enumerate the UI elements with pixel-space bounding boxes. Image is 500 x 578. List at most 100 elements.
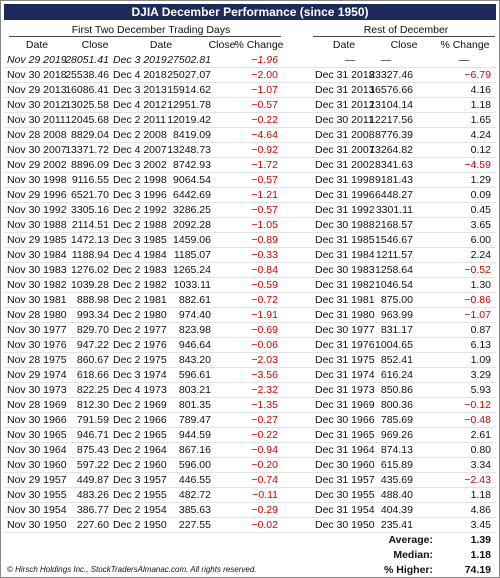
table-cell: −0.48 <box>464 414 491 426</box>
row-separator <box>4 352 496 353</box>
table-cell: Dec 31 1980 <box>315 309 375 321</box>
table-cell: 5.93 <box>470 384 491 396</box>
table-cell: Nov 30 1984 <box>7 249 67 261</box>
table-cell: 803.21 <box>178 384 211 396</box>
row-separator <box>4 517 496 518</box>
table-cell: — <box>458 54 470 66</box>
table-cell: Nov 29 2002 <box>7 159 67 171</box>
table-cell: 9116.55 <box>71 174 109 186</box>
table-cell: 13264.82 <box>369 144 413 156</box>
group-header: First Two December Trading Days <box>71 24 231 36</box>
table-cell: Dec 2 1960 <box>113 459 167 471</box>
row-separator <box>4 277 496 278</box>
table-cell: 449.87 <box>76 474 109 486</box>
table-cell: 6442.69 <box>173 189 211 201</box>
row-separator <box>4 157 496 158</box>
table-cell: −1.07 <box>251 84 278 96</box>
table-cell: 852.41 <box>380 354 413 366</box>
row-separator <box>4 292 496 293</box>
table-cell: 801.35 <box>178 399 211 411</box>
table-cell: 596.61 <box>178 369 211 381</box>
table-cell: Nov 30 1950 <box>7 519 67 531</box>
column-header: % Change <box>440 39 490 51</box>
table-cell: 385.63 <box>178 504 211 516</box>
table-cell: 12045.68 <box>65 114 109 126</box>
table-cell: 946.71 <box>76 429 109 441</box>
table-cell: 3.65 <box>470 219 491 231</box>
table-cell: Nov 30 1981 <box>7 294 67 306</box>
table-cell: Dec 31 1954 <box>315 504 375 516</box>
table-cell: −0.06 <box>251 339 278 351</box>
table-cell: Nov 29 2019 <box>7 54 67 66</box>
title-bar: DJIA December Performance (since 1950) <box>4 4 496 20</box>
table-cell: 596.00 <box>178 459 211 471</box>
table-cell: Dec 31 1974 <box>315 369 375 381</box>
table-cell: Dec 3 1974 <box>113 369 167 381</box>
table-cell: 8896.09 <box>71 159 109 171</box>
table-cell: Dec 31 2012 <box>315 99 375 111</box>
group-header: Rest of December <box>363 24 449 36</box>
table-cell: 4.86 <box>470 504 491 516</box>
table-cell: Dec 3 1985 <box>113 234 167 246</box>
table-cell: 0.45 <box>470 204 491 216</box>
table-cell: 969.26 <box>380 429 413 441</box>
table-cell: 785.69 <box>380 414 413 426</box>
table-cell: Nov 29 1985 <box>7 234 67 246</box>
table-cell: 16086.41 <box>65 84 109 96</box>
table-cell: 616.24 <box>380 369 413 381</box>
table-cell: Nov 30 1965 <box>7 429 67 441</box>
table-cell: 6448.27 <box>375 189 413 201</box>
row-separator <box>4 442 496 443</box>
table-cell: Dec 2 1966 <box>113 414 167 426</box>
table-cell: 446.55 <box>178 474 211 486</box>
table-cell: −0.57 <box>251 99 278 111</box>
table-cell: 829.70 <box>76 324 109 336</box>
table-cell: Nov 30 2007 <box>7 144 67 156</box>
table-cell: 27502.81 <box>167 54 211 66</box>
row-separator <box>4 127 496 128</box>
table-cell: −2.43 <box>464 474 491 486</box>
table-cell: Dec 31 1996 <box>315 189 375 201</box>
table-cell: Dec 31 1998 <box>315 174 375 186</box>
table-cell: 9181.43 <box>375 174 413 186</box>
table-cell: 0.80 <box>470 444 491 456</box>
table-cell: −4.59 <box>464 159 491 171</box>
table-cell: Dec 31 1981 <box>315 294 375 306</box>
table-cell: 1.65 <box>470 114 491 126</box>
table-cell: Dec 31 1975 <box>315 354 375 366</box>
table-cell: Dec 2 1981 <box>113 294 167 306</box>
row-separator <box>4 382 496 383</box>
table-cell: Dec 2 2008 <box>113 129 167 141</box>
table-cell: 1.30 <box>470 279 491 291</box>
table-cell: 1211.57 <box>375 249 413 261</box>
table-cell: −0.94 <box>251 444 278 456</box>
table-cell: 3301.11 <box>375 204 413 216</box>
table-cell: 1.29 <box>470 174 491 186</box>
row-separator <box>4 202 496 203</box>
table-cell: 13371.72 <box>65 144 109 156</box>
table-cell: Dec 2 1983 <box>113 264 167 276</box>
table-cell: 6.13 <box>470 339 491 351</box>
table-cell: −0.72 <box>251 294 278 306</box>
table-cell: 874.13 <box>380 444 413 456</box>
table-cell: 1459.06 <box>173 234 211 246</box>
column-header: Date <box>25 39 49 51</box>
table-cell: −0.33 <box>251 249 278 261</box>
table-cell: Dec 31 1957 <box>315 474 375 486</box>
table-cell: 2114.51 <box>71 219 109 231</box>
table-cell: Nov 28 1980 <box>7 309 67 321</box>
table-cell: 8742.93 <box>173 159 211 171</box>
table-cell: — <box>344 54 356 66</box>
table-cell: 875.43 <box>76 444 109 456</box>
table-cell: 3286.25 <box>173 204 211 216</box>
table-cell: 9064.54 <box>173 174 211 186</box>
table-cell: 875.00 <box>380 294 413 306</box>
table-cell: Dec 4 2018 <box>113 69 167 81</box>
table-cell: −0.57 <box>251 204 278 216</box>
row-separator <box>4 97 496 98</box>
table-cell: Dec 31 1982 <box>315 279 375 291</box>
group-rule <box>313 36 495 37</box>
table-cell: 8419.09 <box>173 129 211 141</box>
table-cell: 12019.42 <box>167 114 211 126</box>
